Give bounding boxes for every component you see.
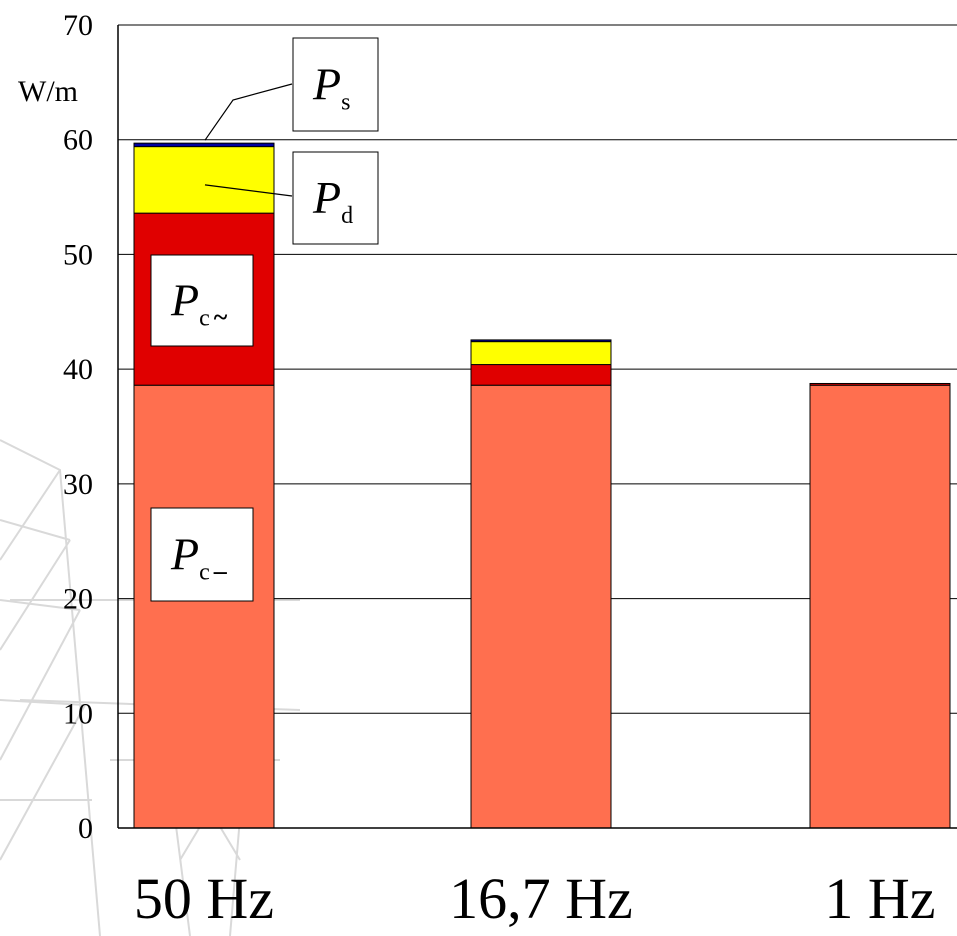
y-tick-label: 40 — [63, 353, 93, 386]
series-callouts: Ps Pd Pc ~ Pc – — [150, 37, 379, 602]
bar-segment — [470, 341, 612, 366]
y-tick-label: 50 — [63, 238, 93, 271]
category-label: 1 Hz — [824, 866, 935, 931]
leader-line — [204, 184, 293, 197]
y-tick-label: 10 — [63, 697, 93, 730]
series-name: Pc ~ — [170, 275, 228, 332]
category-labels: 50 Hz 16,7 Hz 1 Hz — [134, 866, 936, 931]
label-box — [292, 151, 379, 245]
bar-segment — [133, 146, 275, 214]
y-tick-label: 60 — [63, 124, 93, 157]
bars — [133, 142, 951, 829]
series-name: Ps — [312, 59, 350, 116]
label-box — [150, 254, 254, 347]
bar-segment — [470, 339, 612, 343]
series-name: Pc – — [170, 529, 228, 586]
leader-line — [204, 83, 293, 141]
bar-segment — [470, 364, 612, 386]
bar-segment — [133, 384, 275, 829]
label-box — [150, 507, 254, 602]
y-unit-label: W/m — [18, 75, 78, 108]
y-tick-label: 70 — [63, 9, 93, 42]
bar-segment — [470, 384, 612, 829]
series-label-c-ac: Pc ~ — [150, 254, 254, 347]
label-box — [292, 37, 379, 132]
series-label-d: Pd — [204, 151, 379, 245]
bar-segment — [133, 142, 275, 148]
series-name: Pd — [312, 172, 353, 229]
category-label: 50 Hz — [134, 866, 274, 931]
series-label-c-dc: Pc – — [150, 507, 254, 602]
series-label-s: Ps — [204, 37, 379, 141]
y-tick-label: 0 — [78, 812, 93, 845]
bar-segment — [809, 382, 951, 386]
bar-segment — [809, 384, 951, 829]
y-tick-label: 20 — [63, 583, 93, 616]
y-tick-labels: 0 10 20 30 40 50 60 70 — [63, 9, 93, 845]
category-label: 16,7 Hz — [449, 866, 633, 931]
y-tick-label: 30 — [63, 468, 93, 501]
